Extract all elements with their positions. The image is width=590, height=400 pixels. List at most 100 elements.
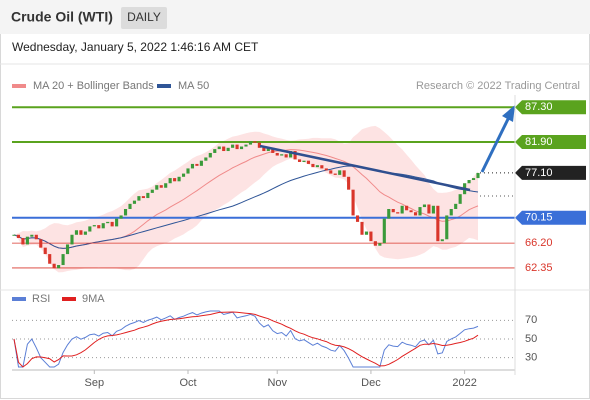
level-tag bbox=[515, 100, 586, 115]
candle bbox=[21, 237, 25, 245]
level-label: 77.10 bbox=[525, 167, 553, 179]
candle bbox=[177, 176, 181, 182]
candle bbox=[333, 173, 337, 175]
header-bar bbox=[0, 0, 590, 34]
candle bbox=[168, 178, 172, 184]
legend-swatch bbox=[157, 84, 171, 88]
candle bbox=[315, 165, 319, 168]
candle bbox=[231, 144, 235, 148]
candle bbox=[311, 163, 315, 168]
candle bbox=[351, 189, 355, 216]
candle bbox=[239, 146, 244, 150]
candle bbox=[150, 189, 154, 193]
candle bbox=[226, 147, 230, 152]
bollinger-band bbox=[14, 125, 478, 273]
candle bbox=[248, 141, 253, 145]
candle bbox=[289, 151, 293, 158]
candle bbox=[97, 225, 101, 229]
candle bbox=[266, 147, 270, 152]
candle bbox=[364, 231, 369, 235]
candle bbox=[12, 234, 16, 236]
candle bbox=[128, 203, 132, 209]
candle bbox=[306, 160, 311, 164]
candle bbox=[271, 147, 275, 153]
candle bbox=[431, 205, 435, 214]
rsi-ma-line bbox=[13, 311, 479, 368]
candle bbox=[262, 147, 266, 152]
candle bbox=[373, 241, 377, 246]
candle bbox=[146, 192, 150, 199]
y-tick-label: 30 bbox=[525, 352, 537, 364]
candle bbox=[338, 170, 342, 175]
candle bbox=[391, 209, 395, 213]
legend-swatch bbox=[62, 297, 76, 301]
candle bbox=[119, 215, 123, 219]
candle bbox=[409, 210, 413, 213]
projection-arrow bbox=[480, 114, 512, 173]
candle bbox=[436, 205, 440, 242]
candle bbox=[88, 226, 92, 232]
candle bbox=[445, 215, 449, 240]
candle bbox=[155, 185, 159, 190]
level-label: 62.35 bbox=[525, 262, 553, 274]
candle bbox=[275, 152, 279, 156]
candle bbox=[186, 168, 190, 174]
candle bbox=[284, 154, 288, 158]
candle bbox=[30, 234, 34, 237]
legend-label: RSI bbox=[32, 293, 50, 305]
candle bbox=[440, 239, 444, 242]
candle bbox=[418, 207, 422, 216]
candle bbox=[244, 144, 248, 147]
y-tick-label: 70 bbox=[525, 314, 537, 326]
candle bbox=[34, 234, 38, 240]
candle bbox=[347, 176, 351, 190]
x-tick-label: Dec bbox=[361, 377, 381, 389]
candle bbox=[190, 163, 195, 169]
timeframe-badge[interactable] bbox=[121, 7, 167, 29]
candle bbox=[181, 173, 186, 177]
candle bbox=[25, 236, 29, 245]
candle bbox=[454, 203, 458, 209]
legend-label: MA 50 bbox=[178, 80, 209, 92]
candle bbox=[39, 239, 43, 248]
level-label: 70.15 bbox=[525, 212, 553, 224]
rsi-line bbox=[13, 310, 479, 368]
level-label: 66.20 bbox=[525, 237, 553, 249]
legend-swatch bbox=[12, 297, 26, 301]
candle bbox=[70, 234, 74, 245]
arrow-head bbox=[502, 105, 515, 122]
candle bbox=[427, 204, 431, 214]
candle bbox=[123, 209, 128, 216]
candle bbox=[293, 151, 297, 160]
candle bbox=[235, 144, 239, 150]
candle bbox=[74, 230, 79, 235]
candle bbox=[204, 157, 208, 161]
candle bbox=[137, 196, 141, 201]
candle bbox=[57, 265, 61, 269]
candle bbox=[360, 221, 364, 235]
candle bbox=[382, 218, 386, 244]
candle bbox=[61, 254, 65, 266]
candle bbox=[467, 180, 471, 184]
level-tag bbox=[515, 165, 586, 180]
candle bbox=[106, 221, 110, 224]
legend-label: MA 20 + Bollinger Bands bbox=[33, 80, 154, 92]
level-tag bbox=[515, 135, 586, 150]
candle bbox=[222, 146, 226, 152]
level-label: 81.90 bbox=[525, 136, 553, 148]
x-tick-label: Nov bbox=[267, 377, 287, 389]
candle bbox=[396, 212, 400, 214]
candle bbox=[52, 263, 56, 269]
timeframe[interactable]: DAILY bbox=[127, 10, 161, 24]
candle bbox=[173, 178, 177, 182]
credit: Research © 2022 Trading Central bbox=[416, 80, 580, 92]
candle bbox=[257, 142, 261, 148]
candle bbox=[449, 209, 453, 216]
candle bbox=[297, 159, 302, 162]
candle bbox=[79, 230, 83, 235]
candle bbox=[48, 254, 52, 264]
candle bbox=[115, 218, 119, 227]
level-label: 87.30 bbox=[525, 101, 553, 113]
candle bbox=[164, 183, 168, 188]
